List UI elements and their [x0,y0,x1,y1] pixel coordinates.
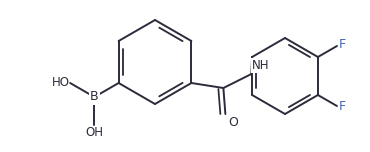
Text: F: F [339,38,346,52]
Text: B: B [90,90,99,104]
Text: NH: NH [252,59,270,72]
Text: OH: OH [85,126,103,139]
Text: O: O [228,116,238,129]
Text: F: F [339,100,346,114]
Text: HO: HO [52,76,70,90]
